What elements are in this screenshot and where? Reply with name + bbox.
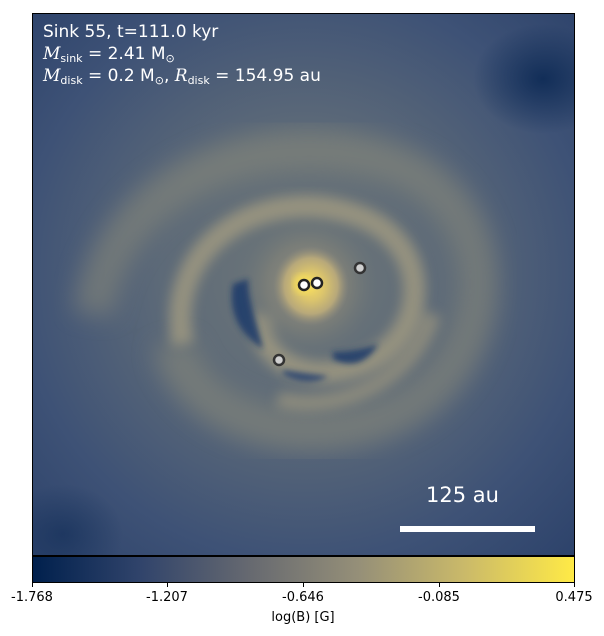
- sink-mass-value: = 2.41 M: [82, 44, 166, 64]
- disk-properties-label: Mdisk = 0.2 M⊙, Rdisk = 154.95 au: [43, 66, 321, 91]
- colorbar-tick: [167, 583, 168, 587]
- field-map-image: [33, 14, 574, 555]
- disk-mass-value: = 0.2 M: [82, 66, 155, 86]
- sink-marker: [272, 353, 286, 367]
- colorbar-tick-label: 0.475: [555, 590, 593, 605]
- colorbar-tick-label: -0.085: [418, 590, 460, 605]
- solar-symbol: ⊙: [165, 52, 175, 65]
- sink-mass-subscript: sink: [60, 52, 83, 65]
- colorbar-label: log(B) [G]: [271, 610, 335, 625]
- sink-particles: [272, 261, 367, 367]
- disk-radius-value: = 154.95 au: [209, 66, 321, 86]
- solar-symbol: ⊙: [154, 74, 164, 87]
- disk-radius-symbol: R: [174, 66, 188, 86]
- colorbar-tick-label: -1.207: [146, 590, 188, 605]
- colorbar: [32, 556, 575, 583]
- colorbar-tick: [439, 583, 440, 587]
- sink-mass-label: Msink = 2.41 M⊙: [43, 44, 175, 69]
- scale-bar-label: 125 au: [426, 483, 499, 507]
- colorbar-tick: [303, 583, 304, 587]
- disk-mass-subscript: disk: [60, 74, 83, 87]
- disk-mass-symbol: M: [43, 66, 61, 86]
- colorbar-tick: [574, 583, 575, 587]
- sink-marker: [353, 261, 367, 275]
- colorbar-tick-label: -0.646: [282, 590, 324, 605]
- sink-time-label: Sink 55, t=111.0 kyr: [43, 22, 219, 42]
- colorbar-tick: [32, 583, 33, 587]
- sink-mass-symbol: M: [43, 44, 61, 64]
- disk-radius-subscript: disk: [187, 74, 210, 87]
- sink-marker: [297, 278, 311, 292]
- scale-bar: [400, 526, 535, 532]
- sink-marker: [310, 276, 324, 290]
- magnetic-field-map: Sink 55, t=111.0 kyr Msink = 2.41 M⊙ Mdi…: [32, 13, 575, 556]
- separator: ,: [163, 66, 175, 86]
- colorbar-tick-label: -1.768: [11, 590, 53, 605]
